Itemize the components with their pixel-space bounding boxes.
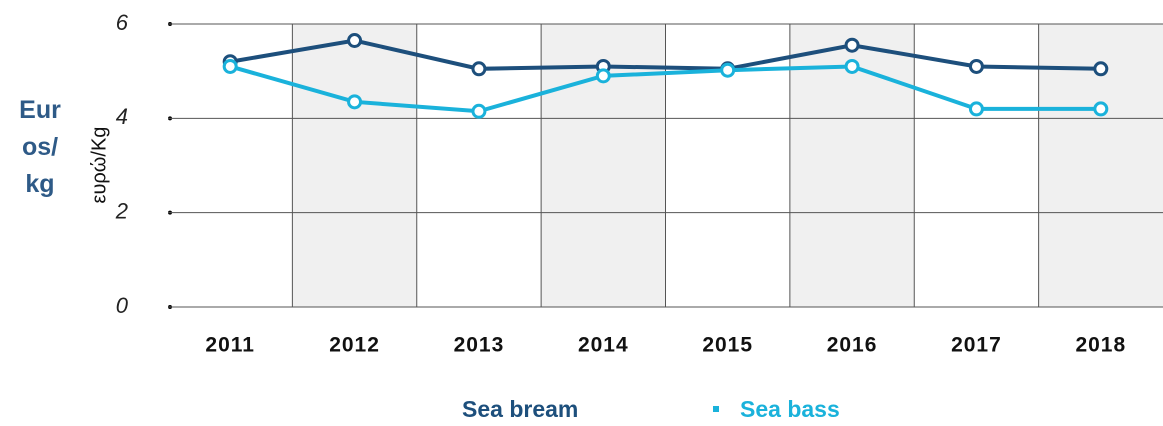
series-line xyxy=(229,64,1101,114)
point xyxy=(595,68,611,84)
x-tick-label: 2014 xyxy=(578,334,629,357)
x-tick-label: 2018 xyxy=(1075,334,1126,357)
point xyxy=(471,61,487,77)
band-shade xyxy=(292,24,417,307)
x-tick-label: 2016 xyxy=(827,334,878,357)
x-tick-label: 2011 xyxy=(205,334,255,357)
legend-swatch xyxy=(713,406,719,412)
x-tick-label: 2017 xyxy=(951,334,1002,357)
y-label: Euros/kg xyxy=(19,96,61,198)
point xyxy=(844,58,860,74)
point xyxy=(347,94,363,110)
point xyxy=(1093,61,1109,77)
point xyxy=(347,33,363,49)
point xyxy=(968,58,984,74)
point xyxy=(1093,101,1109,117)
point xyxy=(471,103,487,119)
series-line xyxy=(229,38,1101,71)
point xyxy=(222,58,238,74)
legend-label: Sea bass xyxy=(740,396,840,422)
x-tick-label: 2012 xyxy=(329,334,380,357)
point xyxy=(968,101,984,117)
point xyxy=(844,37,860,53)
y-tick-label: 2 xyxy=(115,198,128,223)
y-tick-label: 4 xyxy=(116,104,128,129)
x-tick-label: 2015 xyxy=(702,334,753,357)
x-tick-label: 2013 xyxy=(454,334,505,357)
y-axis-title: ευρώ/Kg xyxy=(88,127,110,204)
point xyxy=(720,62,736,78)
legend-label: Sea bream xyxy=(462,396,578,422)
y-tick-label: 6 xyxy=(116,10,129,35)
y-tick-label: 0 xyxy=(116,293,129,318)
